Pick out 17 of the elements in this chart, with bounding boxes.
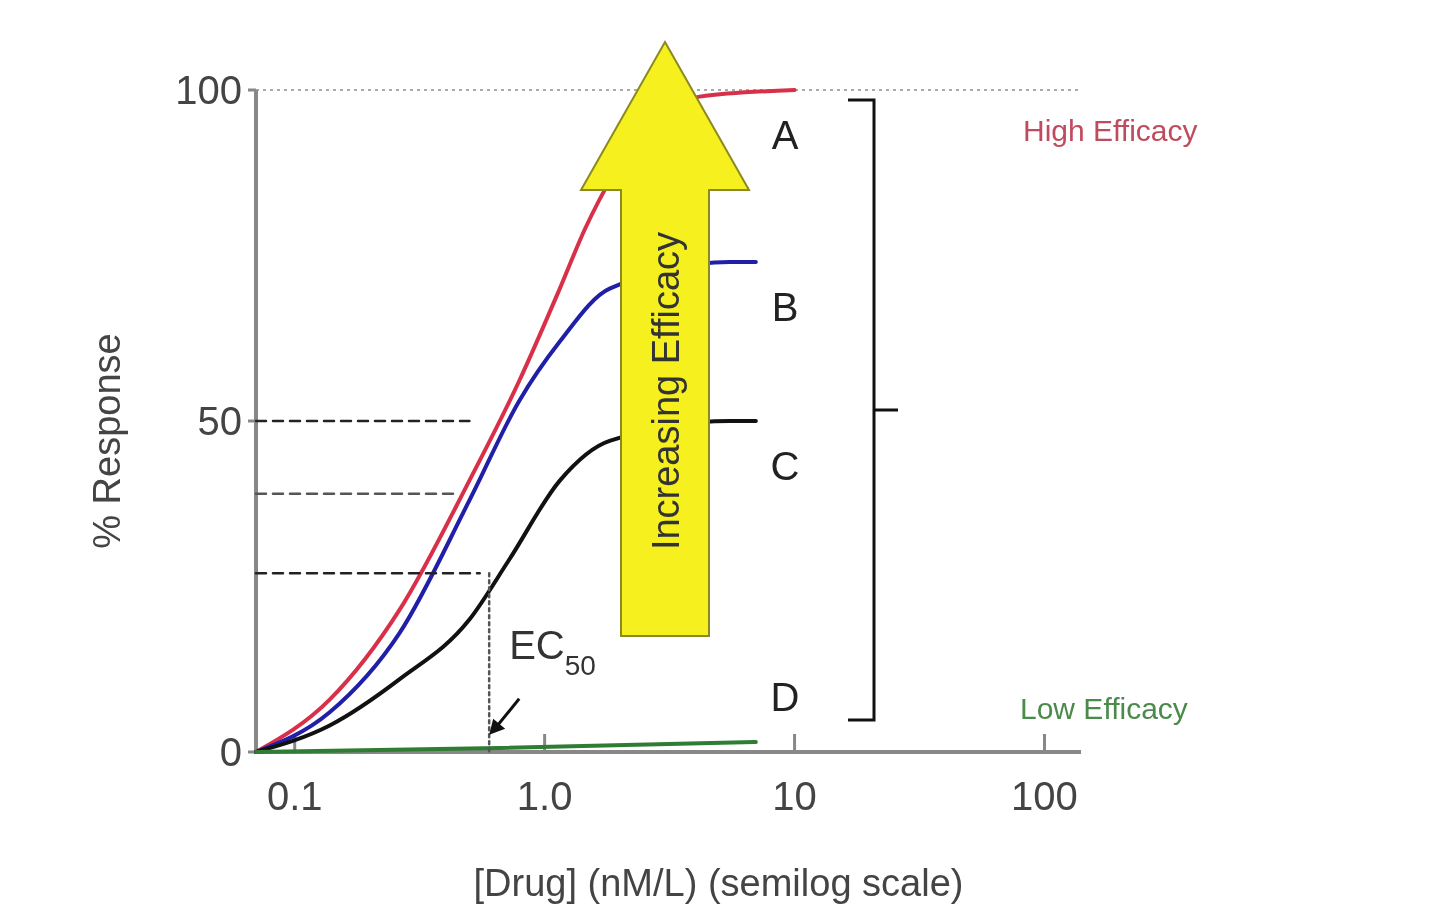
- annotation: EC$_{50}$: [509, 622, 596, 681]
- y-tick-label: 100: [175, 68, 242, 112]
- series-label: B: [771, 285, 799, 330]
- annotation: Low Efficacy: [1020, 691, 1188, 725]
- series-label: C: [770, 444, 800, 488]
- series-label: D: [770, 675, 800, 720]
- x-tick-label: 100: [1011, 774, 1078, 818]
- x-tick-label: 0.1: [266, 774, 323, 818]
- x-tick-label: 1.0: [516, 774, 573, 818]
- y-axis-title: % Response: [86, 333, 128, 549]
- y-tick-label: 0: [219, 730, 242, 774]
- x-tick-label: 10: [772, 774, 817, 818]
- series-label: A: [771, 113, 799, 157]
- annotation: High Efficacy: [1023, 113, 1198, 147]
- annotation: Increasing Efficacy: [645, 231, 687, 551]
- x-axis-title: [Drug] (nM/L) (semilog scale): [473, 862, 964, 904]
- y-tick-label: 50: [197, 399, 242, 443]
